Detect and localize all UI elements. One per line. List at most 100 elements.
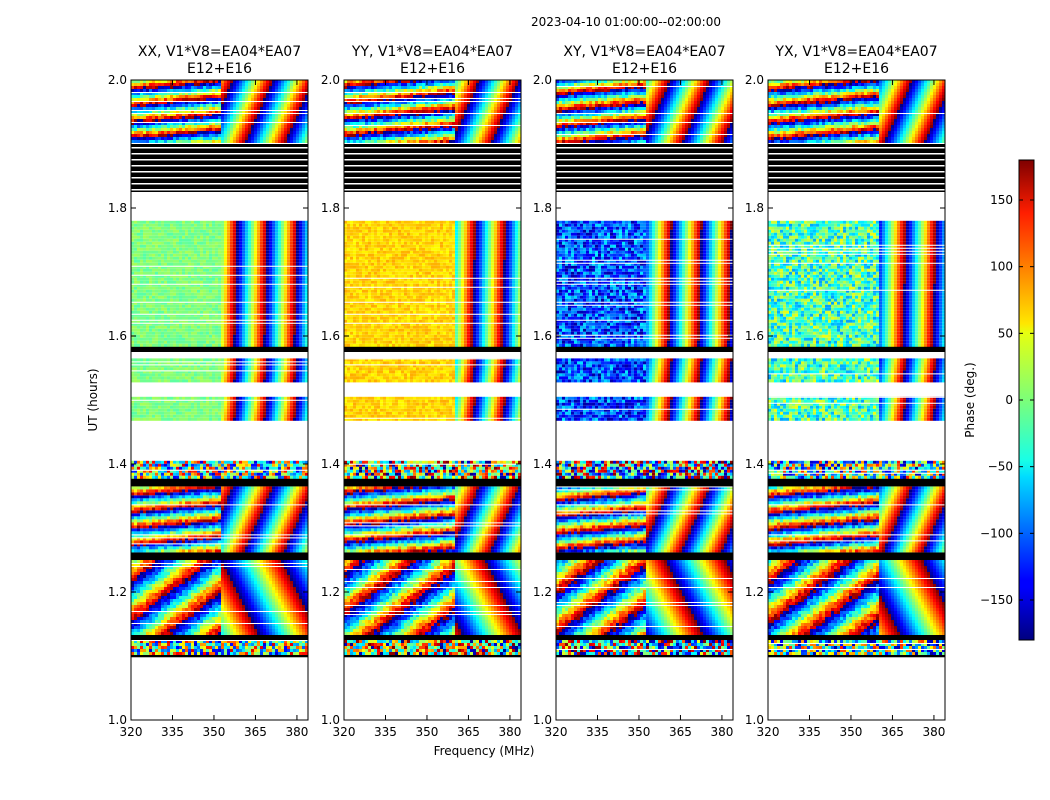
heatmap-cell — [296, 605, 299, 608]
heatmap-cell — [200, 643, 203, 646]
heatmap-cell — [179, 623, 182, 626]
heatmap-cell — [248, 590, 251, 593]
heatmap-cell — [182, 379, 185, 383]
heatmap-cell — [155, 235, 158, 239]
heatmap-cell — [296, 519, 299, 523]
heatmap-cell — [305, 504, 308, 508]
heatmap-cell — [161, 596, 164, 599]
heatmap-cell — [158, 540, 161, 544]
heatmap-cell — [299, 475, 302, 479]
heatmap-cell — [140, 531, 143, 535]
heatmap-cell — [290, 543, 293, 547]
heatmap-cell — [260, 501, 263, 505]
heatmap-cell — [212, 540, 215, 544]
heatmap-cell — [302, 605, 305, 608]
heatmap-cell — [272, 608, 275, 611]
heatmap-cell — [275, 513, 278, 517]
heatmap-cell — [140, 587, 143, 590]
heatmap-cell — [257, 581, 260, 584]
heatmap-cell — [293, 492, 296, 496]
heatmap-cell — [152, 519, 155, 523]
heatmap-cell — [212, 405, 215, 409]
heatmap-cell — [242, 543, 245, 547]
heatmap-cell — [290, 525, 293, 529]
heatmap-cell — [206, 226, 209, 230]
heatmap-cell — [209, 405, 212, 409]
heatmap-cell — [227, 566, 230, 569]
heatmap-cell — [167, 495, 170, 499]
heatmap-cell — [257, 498, 260, 502]
heatmap-cell — [185, 581, 188, 584]
heatmap-cell — [143, 626, 146, 629]
heatmap-cell — [266, 414, 269, 418]
heatmap-cell — [272, 620, 275, 623]
heatmap-cell — [194, 652, 197, 655]
heatmap-cell — [170, 250, 173, 254]
heatmap-cell — [284, 646, 287, 649]
heatmap-cell — [131, 599, 134, 602]
heatmap-cell — [146, 226, 149, 230]
heatmap-cell — [194, 241, 197, 245]
heatmap-cell — [200, 495, 203, 499]
heatmap-cell — [164, 599, 167, 602]
heatmap-cell — [197, 396, 200, 400]
heatmap-cell — [269, 241, 272, 245]
heatmap-cell — [305, 572, 308, 575]
heatmap-cell — [197, 611, 200, 614]
heatmap-cell — [155, 617, 158, 620]
heatmap-cell — [212, 226, 215, 230]
heatmap-cell — [206, 528, 209, 532]
heatmap-cell — [227, 244, 230, 248]
heatmap-cell — [233, 602, 236, 605]
heatmap-cell — [182, 617, 185, 620]
heatmap-cell — [269, 235, 272, 239]
heatmap-cell — [239, 614, 242, 617]
heatmap-cell — [254, 486, 257, 490]
heatmap-cell — [221, 417, 224, 421]
heatmap-cell — [263, 649, 266, 652]
heatmap-cell — [269, 466, 272, 470]
heatmap-cell — [134, 489, 137, 493]
heatmap-cell — [191, 605, 194, 608]
heatmap-cell — [245, 596, 248, 599]
heatmap-cell — [152, 495, 155, 499]
heatmap-cell — [155, 373, 158, 377]
heatmap-cell — [218, 361, 221, 365]
heatmap-cell — [215, 358, 218, 362]
heatmap-cell — [197, 492, 200, 496]
heatmap-cell — [164, 247, 167, 251]
heatmap-cell — [161, 599, 164, 602]
heatmap-cell — [230, 367, 233, 371]
blank-row — [131, 370, 308, 372]
heatmap-cell — [221, 614, 224, 617]
heatmap-cell — [149, 402, 152, 406]
heatmap-cell — [236, 486, 239, 490]
heatmap-cell — [134, 396, 137, 400]
heatmap-cell — [140, 220, 143, 224]
heatmap-cell — [227, 492, 230, 496]
heatmap-cell — [209, 593, 212, 596]
heatmap-cell — [194, 376, 197, 380]
heatmap-cell — [299, 358, 302, 362]
heatmap-cell — [218, 546, 221, 550]
heatmap-cell — [215, 373, 218, 377]
heatmap-cell — [161, 463, 164, 467]
heatmap-cell — [299, 414, 302, 418]
heatmap-cell — [248, 528, 251, 532]
heatmap-cell — [206, 501, 209, 505]
heatmap-cell — [146, 414, 149, 418]
heatmap-cell — [236, 629, 239, 632]
heatmap-cell — [134, 370, 137, 374]
heatmap-cell — [182, 220, 185, 224]
heatmap-cell — [290, 513, 293, 517]
heatmap-cell — [302, 507, 305, 511]
heatmap-cell — [230, 578, 233, 581]
heatmap-cell — [200, 466, 203, 470]
heatmap-cell — [164, 640, 167, 643]
heatmap-cell — [242, 226, 245, 230]
heatmap-cell — [179, 540, 182, 544]
heatmap-cell — [251, 525, 254, 529]
heatmap-cell — [182, 569, 185, 572]
heatmap-cell — [149, 602, 152, 605]
heatmap-cell — [203, 460, 206, 464]
